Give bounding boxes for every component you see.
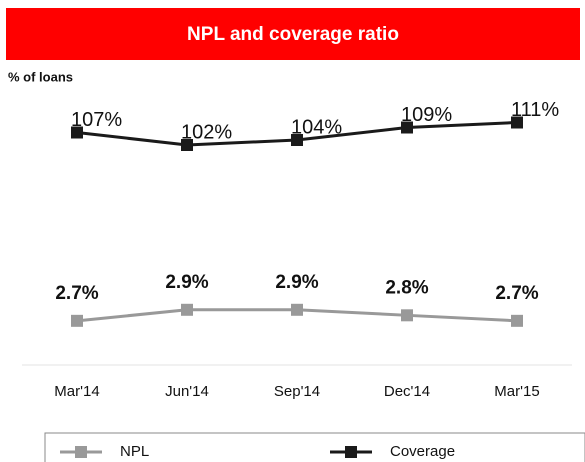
legend-marker [345,446,357,458]
x-tick-label: Sep'14 [274,383,320,400]
legend-label: Coverage [390,443,455,460]
data-label: 104% [291,116,342,138]
data-label: 2.9% [275,272,318,293]
marker [401,121,413,134]
legend-box [44,432,585,462]
data-label: 2.8% [385,277,428,298]
data-label: 2.7% [495,283,538,304]
x-tick-label: Mar'15 [494,383,539,400]
marker [71,126,83,139]
data-label: 2.9% [165,272,208,293]
marker [291,303,303,316]
marker [71,314,83,327]
data-label: 109% [401,104,452,126]
legend-label: NPL [120,443,149,460]
marker [181,303,193,316]
x-tick-label: Jun'14 [165,383,209,400]
axis-label: % of loans [8,69,73,84]
data-label: 111% [511,99,559,121]
chart-title: NPL and coverage ratio [187,24,399,45]
marker [511,116,523,129]
data-label: 102% [181,121,232,143]
title-banner [6,8,580,60]
x-tick-label: Mar'14 [54,383,99,400]
x-tick-label: Dec'14 [384,383,430,400]
marker [401,309,413,322]
data-label: 107% [71,109,122,131]
data-label: 2.7% [55,283,98,304]
marker [291,134,303,146]
marker [181,139,193,151]
marker [511,314,523,327]
legend-marker [75,446,87,458]
